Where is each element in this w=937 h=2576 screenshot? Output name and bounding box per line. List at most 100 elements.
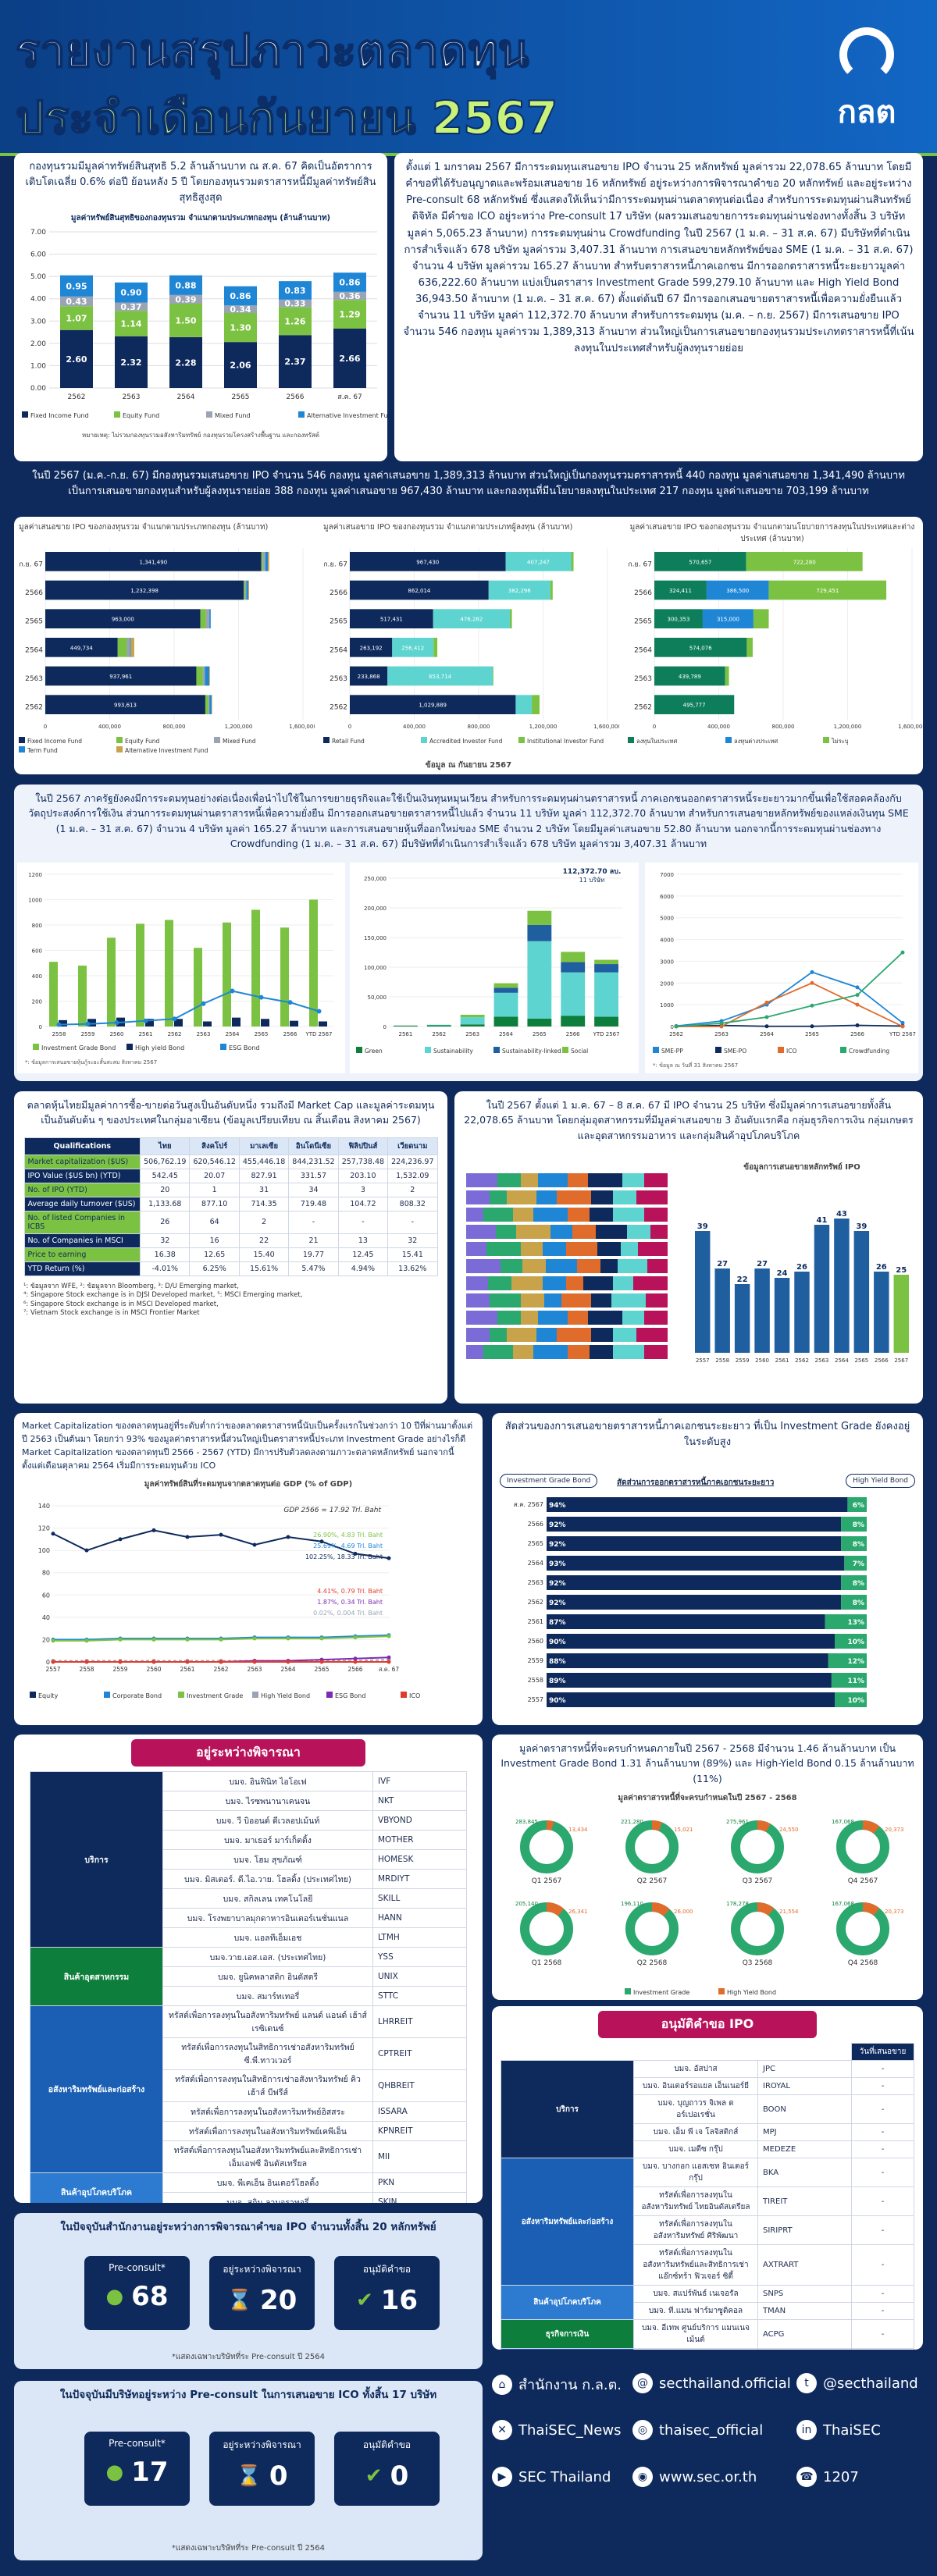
company-name: บมจ. โรงพยาบาลมุกดาหารอินเตอร์เนชั่นแนล	[162, 1908, 373, 1928]
ticker[interactable]: AXTRART	[757, 2244, 852, 2286]
list-item: สินค้าอุตสาหกรรม บมจ.วาย.เอส.เอส. (ประเทศ…	[30, 1947, 467, 2006]
stat-card: อยู่ระหว่างพิจารณา ⌛ 20	[209, 2256, 315, 2330]
chart-note: *: ข้อมูลการเสนอขายหุ้นกู้ระยะสั้นสะสม ส…	[25, 1057, 157, 1066]
ticker[interactable]: YSS	[372, 1947, 467, 1967]
company-name: บมจ. มาเธอร์ มาร์เก็ตติ้ง	[162, 1830, 373, 1850]
list-item: บมจ. สกิน ลาบอราทอรี่ SKIN	[30, 2192, 467, 2203]
sector-segment	[466, 1345, 483, 1359]
ticker[interactable]: BOON	[757, 2094, 852, 2124]
table-cell: 6.25%	[189, 1261, 240, 1276]
chart-note: *: ข้อมูล ณ วันที่ 31 สิงหาคม 2567	[653, 1062, 738, 1069]
bar	[309, 899, 318, 1026]
ticker[interactable]: MRDIYT	[372, 1869, 467, 1889]
ticker[interactable]: MPJ	[757, 2123, 852, 2141]
ticker[interactable]: IROYAL	[757, 2077, 852, 2095]
bar	[460, 1017, 485, 1025]
data-label: 20,373	[885, 1827, 904, 1833]
bar	[78, 966, 87, 1026]
footer-email[interactable]: @ secthailand.official	[632, 2373, 791, 2393]
sector-segment	[497, 1311, 521, 1325]
stat-card: Pre-consult* ● 17	[84, 2432, 190, 2506]
ticker[interactable]: SKILL	[372, 1888, 467, 1909]
data-label: 0.36	[339, 291, 360, 301]
ticker[interactable]: MII	[372, 2140, 467, 2173]
ticker[interactable]: ISSARA	[372, 2101, 467, 2122]
ticker[interactable]: STTC	[372, 1986, 467, 2006]
data-label: 10%	[847, 1697, 864, 1705]
bar	[45, 695, 205, 714]
footer-office[interactable]: ⌂ สำนักงาน ก.ล.ต.	[492, 2373, 622, 2396]
bar	[527, 924, 552, 941]
data-label: 1.30	[230, 323, 251, 333]
bar	[774, 1278, 790, 1353]
bar	[734, 1284, 750, 1353]
sector-segment	[621, 1242, 638, 1256]
sector-segment	[636, 1328, 668, 1342]
ticker[interactable]: LHRREIT	[372, 2005, 467, 2038]
ticker[interactable]: TURBO	[757, 2348, 852, 2350]
x-tick-label: YTD 2567	[305, 1031, 333, 1037]
ticker[interactable]: HANN	[372, 1908, 467, 1928]
ticker[interactable]: SIRIPRT	[757, 2215, 852, 2245]
sec-logo[interactable]: กลต	[820, 27, 914, 137]
y-tick-label: 3.00	[30, 318, 46, 326]
footer-web[interactable]: ◉ www.sec.or.th	[632, 2467, 757, 2487]
footer-linkedin[interactable]: in ThaiSEC	[796, 2420, 881, 2440]
ticker[interactable]: HOMESK	[372, 1849, 467, 1870]
data-label: 20,373	[885, 1909, 904, 1915]
line-point	[855, 985, 860, 990]
ticker[interactable]: ACPG	[757, 2319, 852, 2349]
building-icon: ⌂	[492, 2374, 512, 2395]
ticker[interactable]: TMAN	[757, 2302, 852, 2320]
line-point	[172, 1016, 177, 1022]
stat-card: อยู่ระหว่างพิจารณา ⌛ 0	[209, 2432, 315, 2506]
sector-segment	[613, 1328, 636, 1342]
ticker[interactable]: SKIN	[372, 2192, 467, 2203]
y-tick-label: 150,000	[364, 935, 387, 941]
y-tick-label: 5.00	[30, 274, 46, 282]
table-cell: 15.61%	[238, 1261, 290, 1276]
bond-due-title: มูลค่าตราสารหนี้ที่จะครบกำหนดภายในปี 256…	[501, 1742, 914, 1784]
data-label: 0.33	[284, 299, 305, 309]
ticker[interactable]: SNPS	[757, 2285, 852, 2303]
sector-segment	[536, 1328, 557, 1342]
footer-hotline[interactable]: ☎ 1207	[796, 2467, 859, 2487]
footer-twitter[interactable]: t @secthailand	[796, 2373, 918, 2393]
bar-hy	[847, 1497, 867, 1512]
ticker[interactable]: MEDEZE	[757, 2140, 852, 2158]
ticker[interactable]: KPNREIT	[372, 2121, 467, 2141]
ticker[interactable]: BKA	[757, 2158, 852, 2187]
sector-segment	[544, 1293, 561, 1308]
line-point	[353, 1656, 358, 1661]
ticker[interactable]: VBYOND	[372, 1810, 467, 1831]
sector-segment	[490, 1190, 507, 1204]
table-cell: 714.35	[238, 1196, 290, 1212]
y-tick-label: 6.00	[30, 251, 46, 259]
ticker[interactable]: JPC	[757, 2060, 852, 2078]
sector-segment	[490, 1293, 521, 1308]
data-label: 300,353	[667, 617, 689, 623]
table-cell: YTD Return (%)	[23, 1261, 141, 1276]
data-label: 221,280	[621, 1819, 643, 1825]
annotation: 102.25%, 18.33 Trl. Baht	[305, 1553, 383, 1560]
legend-swatch	[206, 411, 212, 418]
ticker[interactable]: CPTREIT	[372, 2037, 467, 2070]
footer-news[interactable]: ✕ ThaiSEC_News	[492, 2420, 621, 2440]
ticker[interactable]: MOTHER	[372, 1830, 467, 1850]
y-tick-label: 2564	[330, 646, 347, 654]
bar	[194, 948, 202, 1026]
ticker[interactable]: UNIX	[372, 1966, 467, 1987]
ticker[interactable]: TIREIT	[757, 2186, 852, 2216]
footer-youtube[interactable]: ▶ SEC Thailand	[492, 2467, 611, 2487]
ticker[interactable]: NKT	[372, 1791, 467, 1811]
data-label: 88%	[549, 1658, 566, 1666]
data-label: 178,278	[726, 1901, 749, 1907]
bar	[261, 552, 263, 571]
ticker[interactable]: LTMH	[372, 1927, 467, 1948]
list-item: บริการ บมจ. อินฟินิท ไอโอเฟ IVF	[30, 1771, 467, 1948]
footer-instagram[interactable]: ◎ thaisec_official	[632, 2420, 763, 2440]
ticker[interactable]: PKN	[372, 2172, 467, 2193]
x-tick-label: 2561	[180, 1666, 194, 1673]
ticker[interactable]: IVF	[372, 1771, 467, 1791]
ticker[interactable]: QHBREIT	[372, 2069, 467, 2102]
